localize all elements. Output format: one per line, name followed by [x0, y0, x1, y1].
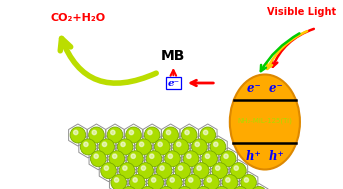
Text: MB: MB — [161, 49, 186, 63]
Circle shape — [192, 139, 207, 155]
Circle shape — [111, 130, 115, 135]
Circle shape — [128, 151, 143, 167]
Circle shape — [101, 163, 116, 179]
Circle shape — [84, 142, 88, 146]
Circle shape — [167, 174, 182, 189]
Text: e⁻  e⁻: e⁻ e⁻ — [247, 81, 283, 94]
Circle shape — [91, 151, 106, 167]
Circle shape — [187, 154, 191, 158]
Circle shape — [94, 154, 98, 158]
Circle shape — [156, 163, 172, 179]
Circle shape — [214, 186, 229, 189]
Circle shape — [117, 139, 133, 155]
Text: h⁺  h⁺: h⁺ h⁺ — [246, 150, 284, 163]
Circle shape — [170, 178, 174, 182]
Circle shape — [109, 151, 125, 167]
Circle shape — [202, 151, 217, 167]
Circle shape — [80, 139, 96, 155]
Circle shape — [119, 163, 135, 179]
Ellipse shape — [230, 74, 300, 170]
Circle shape — [140, 186, 155, 189]
Circle shape — [233, 186, 248, 189]
Circle shape — [251, 186, 267, 189]
Circle shape — [212, 163, 228, 179]
Circle shape — [224, 154, 228, 158]
Circle shape — [205, 154, 210, 158]
Circle shape — [89, 127, 104, 143]
Circle shape — [189, 178, 193, 182]
Circle shape — [131, 154, 135, 158]
Circle shape — [207, 178, 212, 182]
Circle shape — [160, 166, 164, 170]
Circle shape — [70, 127, 86, 143]
Circle shape — [152, 178, 156, 182]
Circle shape — [177, 186, 192, 189]
Circle shape — [185, 174, 201, 189]
Circle shape — [221, 151, 236, 167]
Circle shape — [104, 166, 108, 170]
Circle shape — [244, 178, 249, 182]
Circle shape — [158, 142, 162, 146]
Circle shape — [148, 174, 164, 189]
Circle shape — [173, 139, 189, 155]
Circle shape — [165, 151, 180, 167]
Circle shape — [130, 174, 145, 189]
Circle shape — [195, 142, 199, 146]
Circle shape — [168, 154, 173, 158]
Circle shape — [222, 174, 238, 189]
Circle shape — [241, 174, 256, 189]
Circle shape — [133, 178, 137, 182]
Circle shape — [99, 139, 115, 155]
Circle shape — [193, 163, 209, 179]
Circle shape — [129, 130, 133, 135]
Circle shape — [185, 130, 189, 135]
Text: NH₂-MIL-125(Ti): NH₂-MIL-125(Ti) — [237, 118, 292, 124]
Circle shape — [123, 166, 127, 170]
Circle shape — [121, 186, 137, 189]
Circle shape — [150, 154, 154, 158]
Text: e⁻: e⁻ — [167, 78, 179, 88]
Text: Visible Light: Visible Light — [267, 7, 336, 17]
Circle shape — [163, 127, 178, 143]
Circle shape — [214, 142, 218, 146]
Circle shape — [113, 154, 117, 158]
Circle shape — [183, 151, 199, 167]
Circle shape — [230, 163, 246, 179]
Circle shape — [114, 178, 119, 182]
Circle shape — [107, 127, 123, 143]
Text: CO₂+H₂O: CO₂+H₂O — [50, 13, 105, 23]
Circle shape — [121, 142, 125, 146]
Circle shape — [92, 130, 96, 135]
Circle shape — [126, 127, 141, 143]
Circle shape — [158, 186, 174, 189]
Circle shape — [102, 142, 107, 146]
Circle shape — [226, 178, 230, 182]
Circle shape — [146, 151, 162, 167]
Circle shape — [141, 166, 146, 170]
Circle shape — [204, 174, 219, 189]
Circle shape — [203, 130, 208, 135]
Circle shape — [210, 139, 226, 155]
Circle shape — [144, 127, 160, 143]
Circle shape — [196, 186, 211, 189]
Circle shape — [166, 130, 171, 135]
Circle shape — [215, 166, 220, 170]
Circle shape — [136, 139, 152, 155]
Circle shape — [73, 130, 78, 135]
Circle shape — [178, 166, 183, 170]
Circle shape — [181, 127, 197, 143]
Circle shape — [175, 163, 190, 179]
Circle shape — [234, 166, 238, 170]
Circle shape — [111, 174, 127, 189]
Circle shape — [155, 139, 170, 155]
Circle shape — [197, 166, 201, 170]
Circle shape — [200, 127, 215, 143]
Circle shape — [148, 130, 152, 135]
Circle shape — [138, 163, 153, 179]
Circle shape — [139, 142, 144, 146]
Circle shape — [177, 142, 181, 146]
